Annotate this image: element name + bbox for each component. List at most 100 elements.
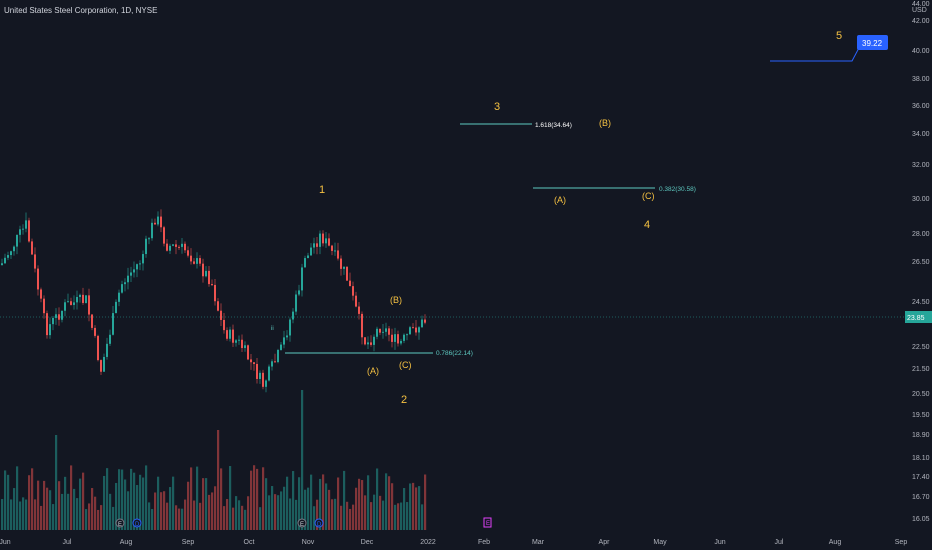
volume-bar	[22, 497, 25, 530]
time-tick-label: 2022	[420, 539, 436, 546]
price-tick-label: 42.00	[912, 18, 930, 25]
wave-label-c1[interactable]: (C)	[399, 360, 412, 370]
volume-bar	[289, 498, 292, 530]
wave-label-a2[interactable]: (A)	[554, 195, 566, 205]
wave-label-1[interactable]: 1	[319, 184, 325, 196]
volume-bar	[301, 390, 304, 530]
candle-body	[271, 361, 273, 367]
wave-label-3[interactable]: 3	[494, 101, 500, 113]
wave-label-ii[interactable]: ii	[271, 326, 274, 332]
time-tick-label: Oct	[244, 539, 255, 546]
volume-bar	[169, 487, 172, 530]
candle-body	[424, 319, 426, 323]
price-tick-label: 18.10	[912, 455, 930, 462]
candle-body	[262, 372, 264, 387]
wave-label-2[interactable]: 2	[401, 394, 407, 406]
wave-label-b1[interactable]: (B)	[390, 295, 402, 305]
candle-body	[109, 334, 111, 344]
volume-series	[1, 390, 427, 530]
price-tick-label: 17.40	[912, 474, 930, 481]
candle-body	[319, 233, 321, 247]
candle-body	[241, 339, 243, 349]
volume-bar	[391, 483, 394, 530]
candle-body	[259, 372, 261, 379]
volume-bar	[247, 496, 250, 530]
target-price-label: 39.22	[862, 39, 883, 48]
volume-bar	[355, 487, 358, 530]
fib-label-1618: 1.618(34.64)	[535, 122, 572, 129]
volume-bar	[163, 491, 166, 530]
candle-body	[325, 238, 327, 244]
candle-body	[331, 245, 333, 251]
calendar-event-icon[interactable]: E	[483, 517, 492, 528]
price-axis[interactable]: USD 44.00 42.00 40.00 38.00 36.00 34.00 32.00 3…	[912, 1, 930, 523]
volume-bar	[19, 501, 22, 530]
candle-body	[67, 301, 69, 303]
target-badge[interactable]	[857, 35, 888, 50]
earnings-icon[interactable]: E	[115, 518, 125, 528]
dividend-icon[interactable]: D	[132, 518, 142, 528]
earnings-icon[interactable]: E	[297, 518, 307, 528]
wave-label-4[interactable]: 4	[644, 219, 650, 231]
price-tick-label: 21.50	[912, 366, 930, 373]
target-line[interactable]	[770, 45, 861, 62]
volume-bar	[337, 477, 340, 530]
volume-bar	[202, 478, 205, 530]
time-axis[interactable]: Jun Jul Aug Sep Oct Nov Dec 2022 Feb Mar Apr May Jun…	[0, 539, 907, 546]
price-tick-label: 32.00	[912, 162, 930, 169]
volume-bar	[166, 502, 169, 530]
volume-bar	[421, 504, 424, 530]
wave-label-b2[interactable]: (B)	[599, 118, 611, 128]
volume-bar	[214, 486, 217, 530]
candle-body	[400, 340, 402, 344]
candle-body	[253, 362, 255, 364]
candle-body	[307, 255, 309, 259]
time-tick-label: Jun	[0, 539, 11, 546]
dividend-icon[interactable]: D	[314, 518, 324, 528]
candle-body	[58, 314, 60, 320]
candle-body	[214, 284, 216, 302]
candle-body	[112, 313, 114, 335]
candle-body	[346, 266, 348, 281]
volume-bar	[361, 480, 364, 530]
time-tick-label: Jun	[714, 539, 725, 546]
volume-bar	[286, 476, 289, 530]
volume-bar	[148, 502, 151, 530]
price-tick-label: 22.50	[912, 344, 930, 351]
price-tick-label: 24.50	[912, 299, 930, 306]
wave-label-c2[interactable]: (C)	[642, 191, 655, 201]
volume-bar	[349, 508, 352, 530]
volume-bar	[91, 488, 94, 530]
candle-body	[277, 349, 279, 363]
volume-bar	[73, 488, 76, 530]
candle-body	[217, 301, 219, 311]
candle-body	[421, 319, 423, 328]
candle-body	[226, 330, 228, 339]
volume-bar	[187, 481, 190, 530]
wave-label-5[interactable]: 5	[836, 30, 842, 42]
volume-bar	[133, 472, 136, 530]
candle-body	[91, 314, 93, 328]
candle-body	[265, 380, 267, 387]
svg-text:D: D	[135, 522, 140, 528]
volume-bar	[271, 486, 274, 530]
volume-bar	[220, 468, 223, 530]
volume-bar	[31, 468, 34, 530]
volume-bar	[7, 474, 10, 530]
time-tick-label: Mar	[532, 539, 545, 546]
volume-bar	[10, 499, 13, 530]
volume-bar	[424, 474, 427, 530]
candle-body	[268, 366, 270, 381]
price-tick-label: 34.00	[912, 131, 930, 138]
volume-bar	[79, 478, 82, 530]
candle-body	[166, 243, 168, 251]
candle-body	[406, 334, 408, 336]
price-tick-label: 16.70	[912, 494, 930, 501]
candle-body	[178, 246, 180, 248]
candle-body	[409, 327, 411, 335]
candle-body	[130, 272, 132, 276]
candle-body	[256, 363, 258, 379]
wave-label-a1[interactable]: (A)	[367, 366, 379, 376]
candle-body	[22, 228, 24, 230]
